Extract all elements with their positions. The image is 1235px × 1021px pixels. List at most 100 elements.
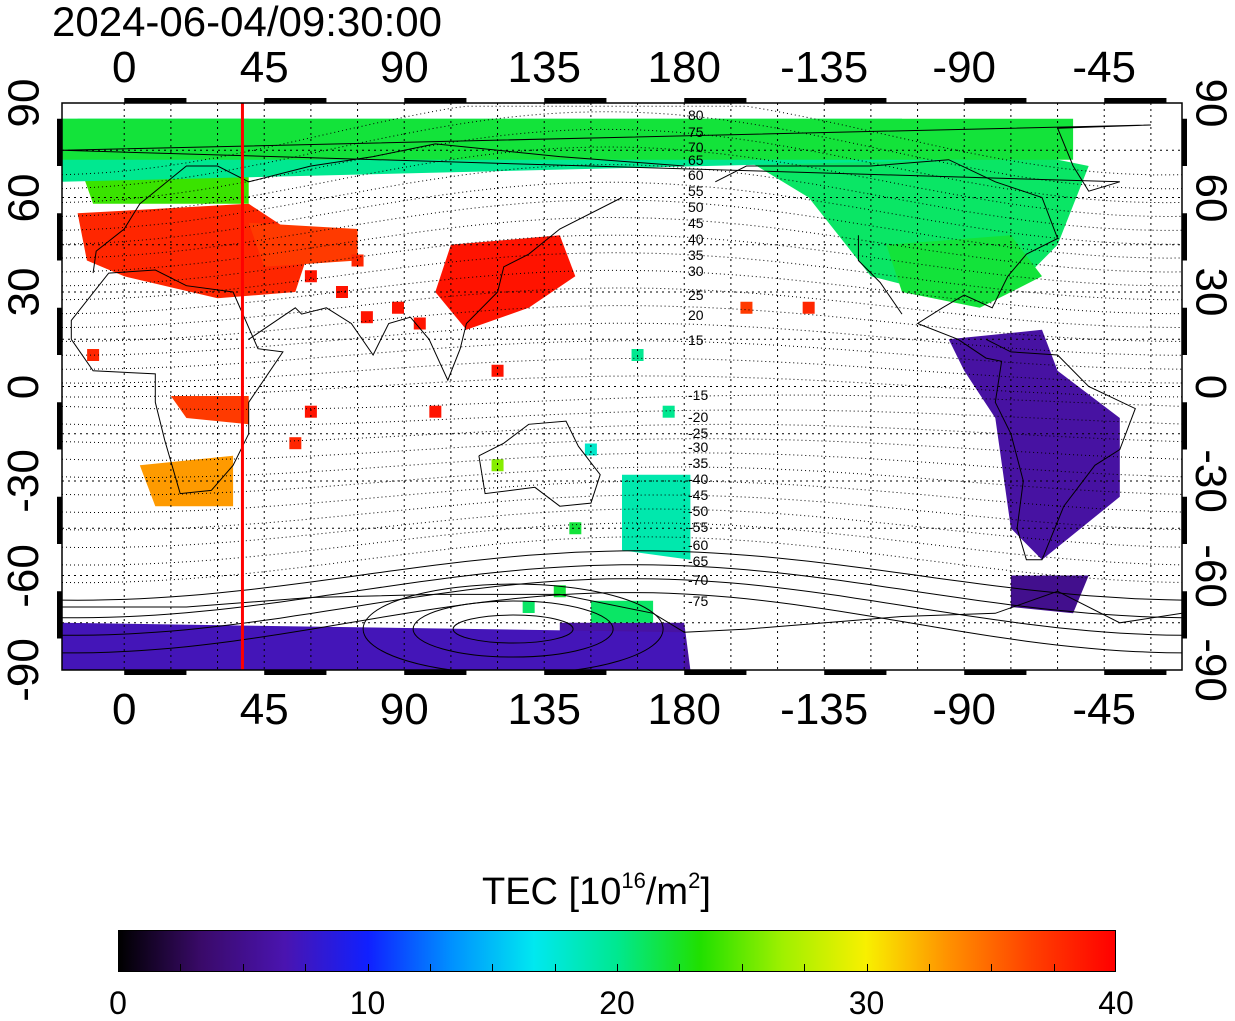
magnetic-loop — [362, 583, 664, 670]
contour-label: -25 — [688, 425, 708, 441]
tick-top-label: 0 — [111, 43, 137, 92]
tick-top-label: -135 — [780, 43, 869, 92]
magnetic-loop — [412, 600, 614, 658]
tick-bottom-label: 135 — [507, 685, 581, 734]
frame-bar-left — [57, 591, 62, 639]
magnetic-contour — [62, 105, 1182, 176]
frame-bar-top — [264, 98, 327, 103]
tick-bottom-label: 0 — [111, 685, 137, 734]
tec-cell — [522, 601, 535, 613]
colorbar-title: TEC [1016/m2] — [482, 868, 711, 914]
contour-label: 35 — [688, 247, 704, 263]
tick-right-label: 60 — [1185, 173, 1235, 222]
frame-bar-right — [1182, 591, 1187, 639]
contour-label: -65 — [688, 553, 708, 569]
frame-bar-top — [824, 98, 887, 103]
frame-bar-right — [1182, 402, 1187, 450]
magnetic-contours — [62, 105, 1182, 670]
tick-left-label: 0 — [0, 374, 49, 399]
colorbar-tick-label: 40 — [1098, 985, 1134, 1021]
colorbar-minor-tick — [928, 964, 930, 972]
contour-label: 40 — [688, 231, 704, 247]
coastline — [478, 420, 601, 507]
colorbar-minor-tick — [617, 964, 618, 972]
contour-label: -70 — [688, 572, 708, 588]
tec-patch — [435, 235, 576, 330]
tick-bottom-label: 90 — [379, 685, 429, 734]
tick-bottom-label: -45 — [1072, 685, 1137, 734]
colorbar-minor-tick — [180, 964, 182, 972]
tick-right-label: 0 — [1186, 374, 1235, 399]
colorbar-minor-tick — [242, 964, 244, 972]
coastline — [92, 143, 685, 274]
frame-bar-bottom — [544, 670, 607, 675]
frame-bar-bottom — [684, 670, 747, 675]
tick-right-label: -30 — [1185, 449, 1235, 513]
frame-bar-bottom — [264, 670, 327, 675]
contour-label: -75 — [688, 593, 708, 609]
contour-label: -30 — [688, 439, 708, 455]
contour-label: 55 — [688, 183, 704, 199]
colorbar-minor-tick — [741, 964, 743, 972]
tec-cell — [584, 443, 597, 456]
frame-bar-top — [404, 98, 467, 103]
frame-bar-right — [1182, 118, 1187, 166]
colorbar-minor-tick — [492, 964, 494, 972]
tick-top-label: 180 — [647, 43, 721, 92]
magnetic-contour — [62, 111, 1182, 190]
magnetic-contour — [62, 423, 1182, 444]
contour-label: -45 — [688, 487, 708, 503]
contour-label: 20 — [688, 307, 704, 323]
tick-bottom-label: 45 — [239, 685, 289, 734]
magnetic-contour — [62, 375, 1182, 398]
tick-top-label: 135 — [507, 43, 581, 92]
frame-bar-bottom — [824, 670, 887, 675]
colorbar-minor-tick — [866, 964, 868, 972]
contour-label: -15 — [688, 387, 708, 403]
frame-bar-right — [1182, 213, 1187, 261]
magnetic-contour — [62, 466, 1182, 496]
magnetic-contour — [62, 181, 1182, 245]
magnetic-contour — [62, 452, 1182, 479]
tec-cell — [491, 364, 504, 377]
tec-patch — [170, 396, 249, 425]
magnetic-loop — [452, 614, 574, 644]
frame-bar-top — [964, 98, 1027, 103]
tec-cell — [802, 301, 815, 314]
contour-label: 80 — [688, 107, 704, 123]
coastline — [70, 269, 284, 495]
magnetic-contour — [62, 409, 1182, 427]
colorbar-minor-tick — [991, 964, 993, 972]
tec-cell — [662, 405, 675, 418]
tick-top-label: -45 — [1072, 43, 1137, 92]
tick-right-label: 30 — [1185, 267, 1235, 317]
tick-top-label: 90 — [379, 43, 429, 92]
frame-bar-bottom — [404, 670, 467, 675]
tick-left-label: -90 — [0, 638, 48, 702]
frame-bar-left — [57, 307, 62, 355]
contour-label: 60 — [688, 167, 704, 183]
magnetic-contour — [62, 340, 1182, 370]
colorbar-tick-label: 0 — [109, 985, 127, 1021]
coastlines — [62, 124, 1182, 633]
contour-label: 65 — [688, 152, 704, 168]
tick-left-label: -30 — [0, 449, 48, 513]
contour-label: 50 — [688, 199, 704, 215]
magnetic-contour — [62, 578, 1182, 636]
tec-patch — [622, 474, 691, 560]
frame-bar-left — [57, 496, 62, 544]
magnetic-contour — [62, 394, 1182, 410]
frame-bar-top — [544, 98, 607, 103]
frame-bar-bottom — [1104, 670, 1167, 675]
tec-patch — [139, 455, 234, 507]
tec-cell — [360, 311, 373, 324]
tick-top-label: -90 — [932, 43, 997, 92]
map-frame — [61, 102, 1183, 671]
frame-bar-left — [57, 213, 62, 261]
frame-bar-top — [684, 98, 747, 103]
tick-right-label: -90 — [1185, 638, 1235, 702]
timestamp-title: 2024-06-04/09:30:00 — [52, 0, 442, 45]
contour-label: -40 — [688, 471, 708, 487]
